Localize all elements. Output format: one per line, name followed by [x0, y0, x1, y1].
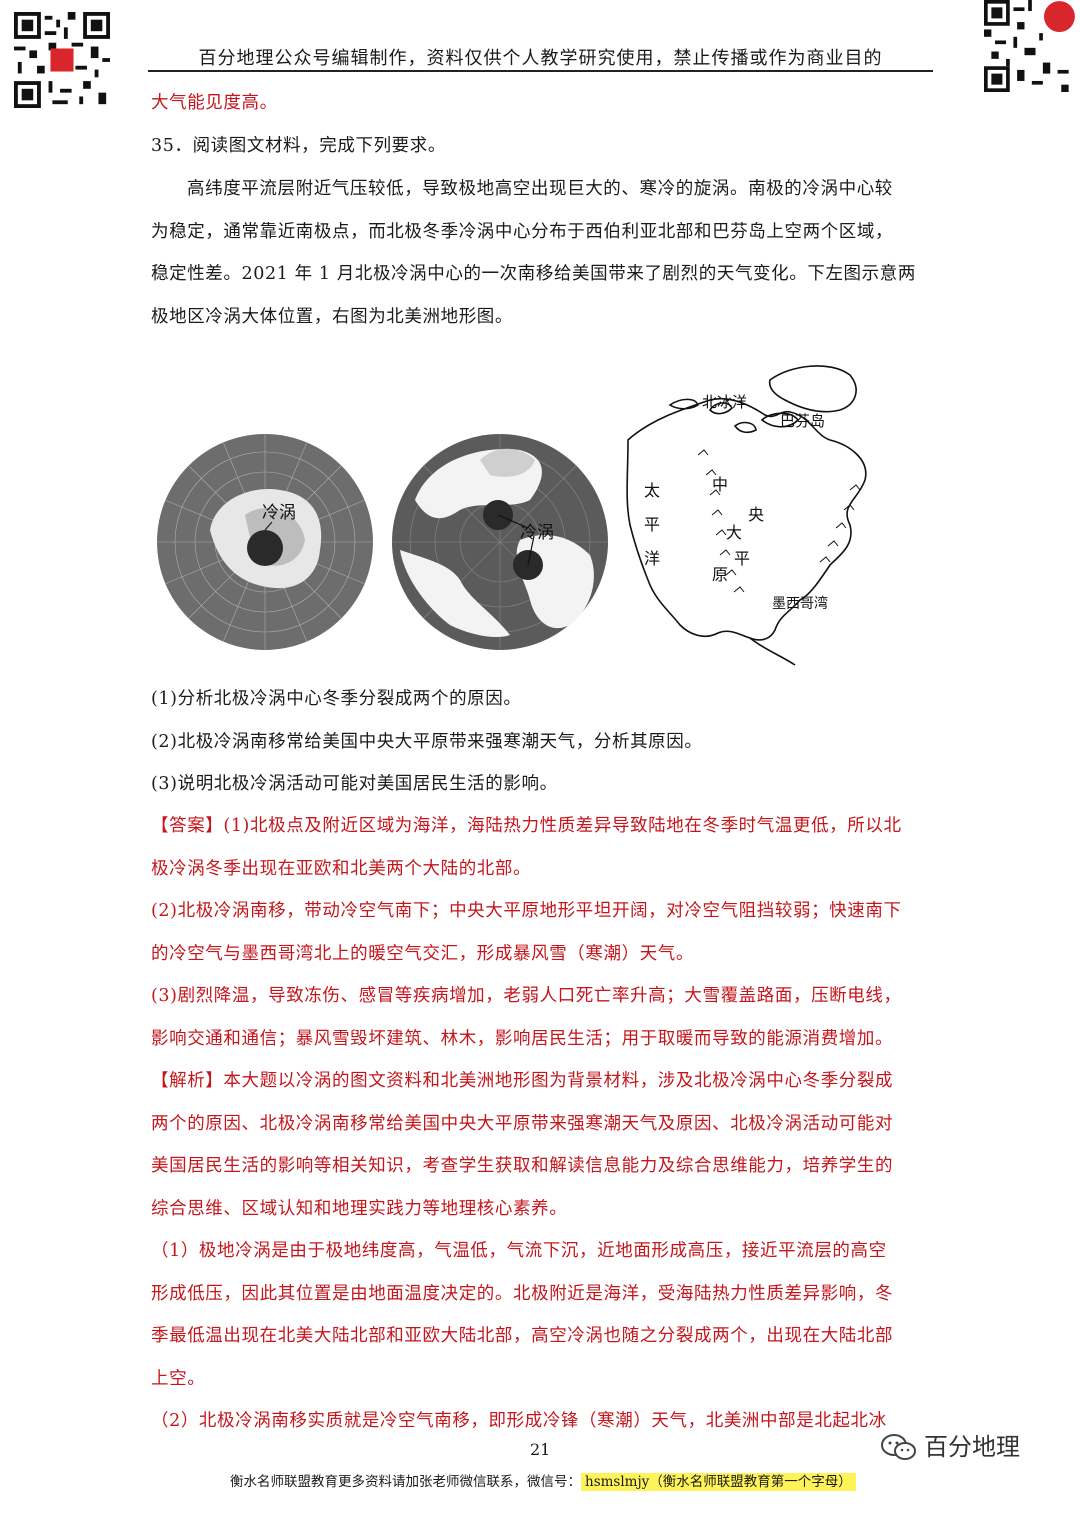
brand-name: 百分地理	[924, 1433, 1020, 1461]
previous-answer-tail: 大气能见度高。	[151, 93, 278, 113]
south-vortex-label: 冷涡	[262, 503, 296, 523]
north-vortex-label: 冷涡	[520, 523, 554, 543]
map-label-plain-3: 大	[726, 523, 742, 542]
header-divider	[148, 70, 933, 72]
map-label-pacific-2: 平	[644, 515, 660, 534]
map-label-plain-2: 央	[748, 505, 764, 524]
footer-wechat-id: hsmslmjy（衡水名师联盟教育第一个字母）	[581, 1473, 856, 1491]
map-label-plain-1: 中	[712, 475, 728, 494]
map-label-plain-4: 平	[734, 549, 750, 568]
map-label-arctic: 北冰洋	[702, 393, 747, 411]
qr-code-right	[984, 0, 1076, 92]
map-label-pacific-3: 洋	[644, 549, 660, 568]
map-label-pacific-1: 太	[644, 481, 660, 500]
map-label-baffin: 巴芬岛	[780, 412, 825, 430]
south-pole-map	[157, 434, 373, 650]
wechat-icon	[881, 1434, 916, 1460]
qr-code-left	[14, 12, 110, 108]
page-number: 21	[530, 1440, 551, 1459]
question-material: 高纬度平流层附近气压较低，导致极地高空出现巨大的、寒冷的旋涡。南极的冷涡中心较 …	[151, 179, 916, 327]
map-label-plain-5: 原	[712, 565, 728, 584]
polar-vortex-figure: 冷涡 冷涡 北冰洋 巴芬岛 太 平 洋 中 央 大 平 原	[157, 365, 867, 666]
sub-questions: (1)分析北极冷涡中心冬季分裂成两个的原因。 (2)北极冷涡南移常给美国中央大平…	[151, 689, 703, 794]
north-pole-map	[392, 434, 608, 650]
header-notice: 百分地理公众号编辑制作，资料仅供个人教学研究使用，禁止传播或作为商业目的	[198, 48, 883, 69]
answer-analysis: 【答案】(1)北极点及附近区域为海洋，海陆热力性质差异导致陆地在冬季时气温更低，…	[151, 816, 902, 1431]
footer-contact: 衡水名师联盟教育更多资料请加张老师微信联系，微信号： hsmslmjy（衡水名师联…	[230, 1470, 856, 1491]
rocky-mountains-markers	[697, 449, 861, 593]
brand-watermark: 百分地理	[880, 1427, 1020, 1463]
north-america-map	[626, 365, 867, 666]
footer-contact-prefix: 衡水名师联盟教育更多资料请加张老师微信联系，微信号：	[230, 1474, 581, 1490]
map-label-gulf: 墨西哥湾	[772, 595, 828, 612]
question-title: 35．阅读图文材料，完成下列要求。	[151, 136, 446, 156]
